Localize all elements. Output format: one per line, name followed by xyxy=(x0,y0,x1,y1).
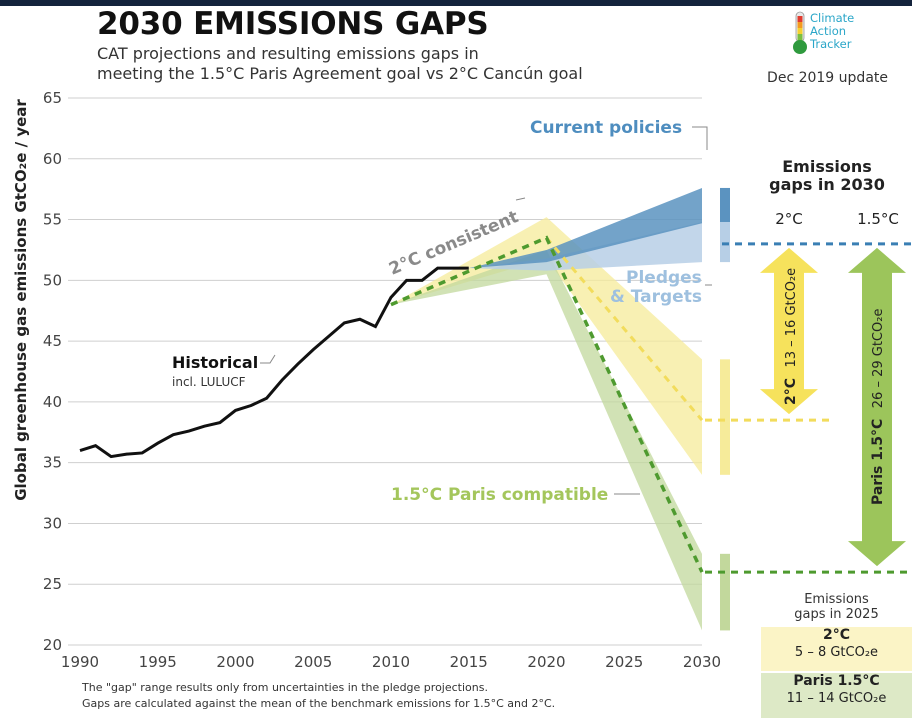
footnote: The "gap" range results only from uncert… xyxy=(82,680,555,712)
y-tick-labels: 20 25 30 35 40 45 50 55 60 65 xyxy=(43,89,62,654)
gaps-2025-heading-1: Emissions xyxy=(804,592,869,607)
x-tick-2025: 2025 xyxy=(605,653,643,671)
gaps-2030-heading-2: gaps in 2030 xyxy=(769,175,885,194)
bar-paris-2030 xyxy=(720,553,730,631)
thermometer-icon xyxy=(793,11,807,54)
arrow-15c-gap xyxy=(848,247,906,567)
footnote-line-2: Gaps are calculated against the mean of … xyxy=(82,697,556,710)
logo-line-1: Climate xyxy=(810,11,855,25)
gap-2025-15c-label: Paris 1.5°C xyxy=(793,673,880,689)
footnote-line-1: The "gap" range results only from uncert… xyxy=(82,681,488,694)
subtitle-line-2: meeting the 1.5°C Paris Agreement goal v… xyxy=(97,64,583,83)
x-tick-1995: 1995 xyxy=(139,653,177,671)
x-tick-2015: 2015 xyxy=(450,653,488,671)
logo-line-2: Action xyxy=(810,24,847,38)
y-tick-40: 40 xyxy=(43,393,62,411)
arrow-15c-range: 26 – 29 GtCO₂e xyxy=(871,309,886,409)
gaps-2030-col-15c: 1.5°C xyxy=(857,210,899,228)
x-tick-1990: 1990 xyxy=(61,653,99,671)
y-tick-20: 20 xyxy=(43,636,62,654)
gap-2025-2c-box: 2°C 5 – 8 GtCO₂e xyxy=(761,627,912,671)
arrow-2c-range: 13 – 16 GtCO₂e xyxy=(784,268,799,368)
logo-line-3: Tracker xyxy=(810,37,852,51)
x-tick-labels: 1990 1995 2000 2005 2010 2015 2020 2025 2030 xyxy=(61,653,721,671)
label-historical-note: incl. LULUCF xyxy=(172,375,246,389)
leader-2c xyxy=(515,197,526,201)
band-pledges-targets xyxy=(468,221,702,271)
arrow-2c-label: 2°C xyxy=(783,378,799,405)
arrow-15c-label: Paris 1.5°C xyxy=(870,419,886,505)
chart-subtitle: CAT projections and resulting emissions … xyxy=(97,44,657,84)
y-tick-30: 30 xyxy=(43,514,62,532)
x-tick-2010: 2010 xyxy=(372,653,410,671)
y-tick-55: 55 xyxy=(43,211,62,229)
climate-action-tracker-logo: Climate Action Tracker xyxy=(788,10,898,58)
bar-current-policies-2030 xyxy=(720,187,730,224)
gap-2025-2c-value: 5 – 8 GtCO₂e xyxy=(794,645,879,660)
label-current-policies: Current policies xyxy=(530,118,682,138)
y-axis-label-text: Global greenhouse gas emissions GtCO₂e /… xyxy=(12,99,30,501)
label-paris-compatible: 1.5°C Paris compatible xyxy=(391,485,608,505)
top-bar xyxy=(0,0,912,6)
gap-2025-2c-label: 2°C xyxy=(822,627,850,643)
gaps-2030-heading-1: Emissions xyxy=(782,157,872,176)
y-tick-45: 45 xyxy=(43,332,62,350)
bar-2c-2030 xyxy=(720,359,730,475)
y-axis-label: Global greenhouse gas emissions GtCO₂e /… xyxy=(12,99,30,501)
x-tick-2030: 2030 xyxy=(683,653,721,671)
band-current-policies xyxy=(468,187,702,269)
x-tick-2000: 2000 xyxy=(216,653,254,671)
label-pledges: Pledges xyxy=(626,268,702,288)
arrow-15c-text: Paris 1.5°C 26 – 29 GtCO₂e xyxy=(870,309,886,505)
y-tick-25: 25 xyxy=(43,575,62,593)
y-tick-50: 50 xyxy=(43,271,62,289)
gaps-2025-heading: Emissions gaps in 2025 xyxy=(761,592,912,622)
bar-pledges-2030 xyxy=(720,221,730,263)
gap-2025-15c-value: 11 – 14 GtCO₂e xyxy=(786,691,887,706)
y-tick-35: 35 xyxy=(43,454,62,472)
subtitle-line-1: CAT projections and resulting emissions … xyxy=(97,44,479,63)
arrow-2c-text: 2°C 13 – 16 GtCO₂e xyxy=(783,268,799,405)
chart-title: 2030 EMISSIONS GAPS xyxy=(97,6,489,42)
logo-text: Climate Action Tracker xyxy=(810,12,854,51)
line-paris-median xyxy=(390,235,704,573)
line-historical xyxy=(79,266,469,459)
gaps-2025-heading-2: gaps in 2025 xyxy=(794,607,879,622)
leader-current-policies xyxy=(692,126,708,150)
update-date: Dec 2019 update xyxy=(767,70,888,86)
x-tick-2020: 2020 xyxy=(527,653,565,671)
y-tick-65: 65 xyxy=(43,89,62,107)
gap-2025-15c-box: Paris 1.5°C 11 – 14 GtCO₂e xyxy=(761,673,912,718)
x-tick-2005: 2005 xyxy=(294,653,332,671)
gaps-2030-col-2c: 2°C xyxy=(775,210,803,228)
label-historical: Historical xyxy=(172,353,258,372)
arrow-2c-gap xyxy=(760,247,818,415)
label-targets: & Targets xyxy=(610,287,702,307)
y-tick-60: 60 xyxy=(43,150,62,168)
leader-historical xyxy=(260,354,276,364)
band-paris-compatible xyxy=(391,249,702,631)
